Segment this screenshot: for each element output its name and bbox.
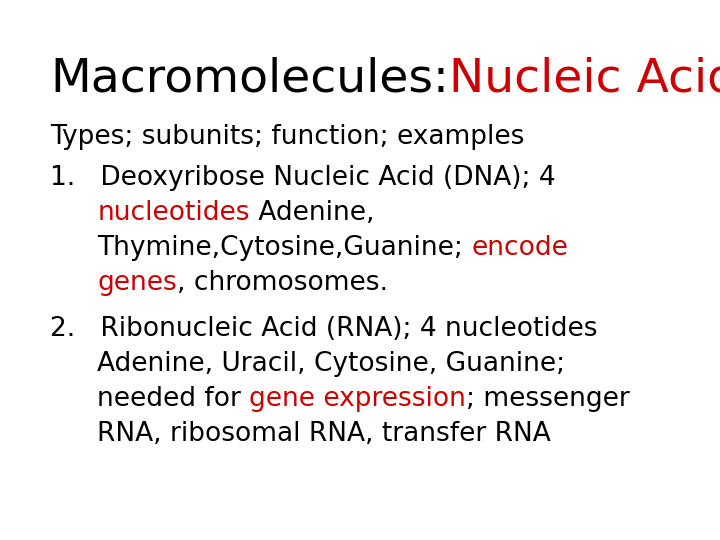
Text: Adenine,: Adenine, [250, 200, 374, 226]
Text: ; messenger: ; messenger [467, 386, 630, 412]
Text: Types; subunits; function; examples: Types; subunits; function; examples [50, 124, 525, 150]
Text: Macromolecules:: Macromolecules: [50, 57, 449, 102]
Text: encode: encode [472, 235, 568, 261]
Text: nucleotides: nucleotides [97, 200, 250, 226]
Text: needed for: needed for [97, 386, 249, 412]
Text: RNA, ribosomal RNA, transfer RNA: RNA, ribosomal RNA, transfer RNA [97, 421, 551, 447]
Text: Thymine,Cytosine,Guanine;: Thymine,Cytosine,Guanine; [97, 235, 472, 261]
Text: Nucleic Acids: Nucleic Acids [449, 57, 720, 102]
Text: 2.   Ribonucleic Acid (RNA); 4 nucleotides: 2. Ribonucleic Acid (RNA); 4 nucleotides [50, 316, 598, 342]
Text: , chromosomes.: , chromosomes. [177, 270, 388, 296]
Text: Adenine, Uracil, Cytosine, Guanine;: Adenine, Uracil, Cytosine, Guanine; [97, 351, 565, 377]
Text: genes: genes [97, 270, 177, 296]
Text: gene expression: gene expression [249, 386, 467, 412]
Text: 1.   Deoxyribose Nucleic Acid (DNA); 4: 1. Deoxyribose Nucleic Acid (DNA); 4 [50, 165, 556, 191]
